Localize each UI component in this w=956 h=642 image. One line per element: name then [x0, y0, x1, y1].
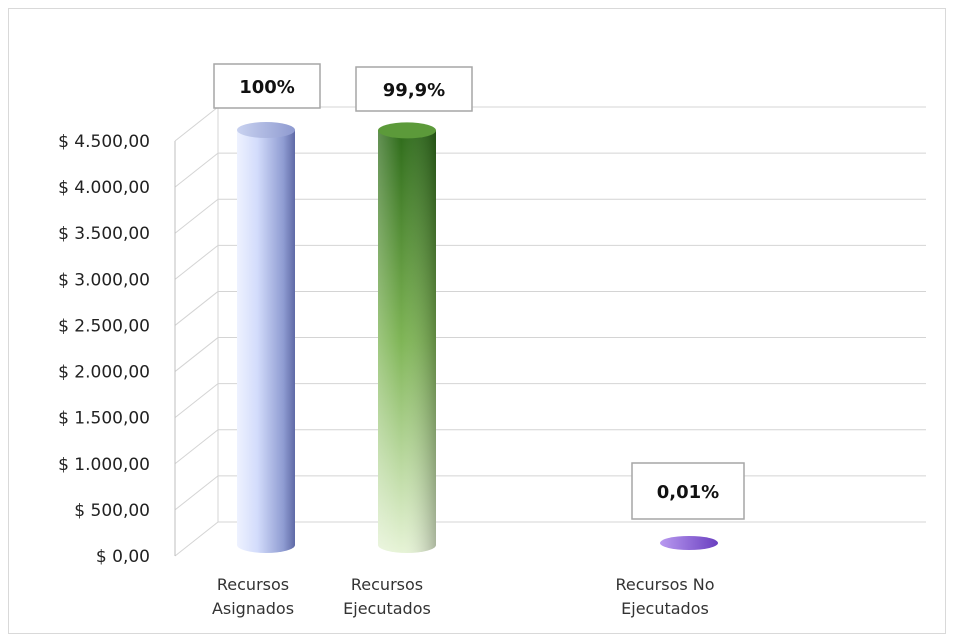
gridline-diagonal: [174, 337, 219, 372]
y-axis: $ 0,00 $ 500,00 $ 1.000,00 $ 1.500,00 $ 2.00…: [58, 107, 219, 567]
gridline-diagonal: [174, 383, 219, 419]
y-tick-label: $ 4.500,00: [58, 132, 150, 152]
gridline-diagonal: [174, 475, 219, 511]
x-category-label: Ejecutados: [343, 599, 431, 618]
y-tick-label: $ 2.500,00: [58, 316, 150, 336]
y-tick-label: $ 3.000,00: [58, 270, 150, 290]
gridline-diagonal: [174, 152, 219, 188]
gridline-diagonal: [174, 198, 219, 234]
y-tick-label: $ 4.000,00: [58, 178, 150, 198]
data-label: 100%: [239, 77, 295, 98]
x-category-label: Recursos: [351, 575, 423, 594]
data-label: 99,9%: [383, 80, 445, 101]
y-tick-label: $ 1.000,00: [58, 455, 150, 475]
x-category-label: Recursos: [217, 575, 289, 594]
y-tick-label: $ 0,00: [96, 547, 150, 567]
y-tick-label: $ 500,00: [74, 501, 150, 521]
gridline-diagonal: [174, 429, 219, 465]
gridline-diagonal: [174, 291, 219, 326]
y-tick-label: $ 1.500,00: [58, 409, 150, 429]
bar-shading: [378, 130, 436, 554]
gridlines: [174, 106, 926, 557]
y-tick-label: $ 2.000,00: [58, 363, 150, 383]
data-label-box: [213, 63, 321, 109]
x-category-label: Asignados: [212, 599, 294, 618]
bar-top: [237, 122, 295, 138]
data-label-box: [355, 66, 473, 112]
labels: 100% 99,9% 0,01% Recursos Asignados Recursos E…: [212, 63, 745, 618]
bars: [237, 122, 718, 554]
x-category-label: Ejecutados: [621, 599, 709, 618]
bar-top: [378, 122, 436, 139]
gridline-diagonal: [174, 106, 219, 142]
gridline-diagonal: [174, 244, 219, 280]
data-label: 0,01%: [657, 482, 719, 503]
gridline-diagonal: [174, 521, 219, 557]
bar-body: [237, 130, 295, 553]
x-category-label: Recursos No: [615, 575, 714, 594]
chart-container: [8, 8, 946, 634]
y-tick-label: $ 3.500,00: [58, 224, 150, 244]
bar-top: [660, 536, 718, 550]
data-label-box: [631, 462, 745, 520]
